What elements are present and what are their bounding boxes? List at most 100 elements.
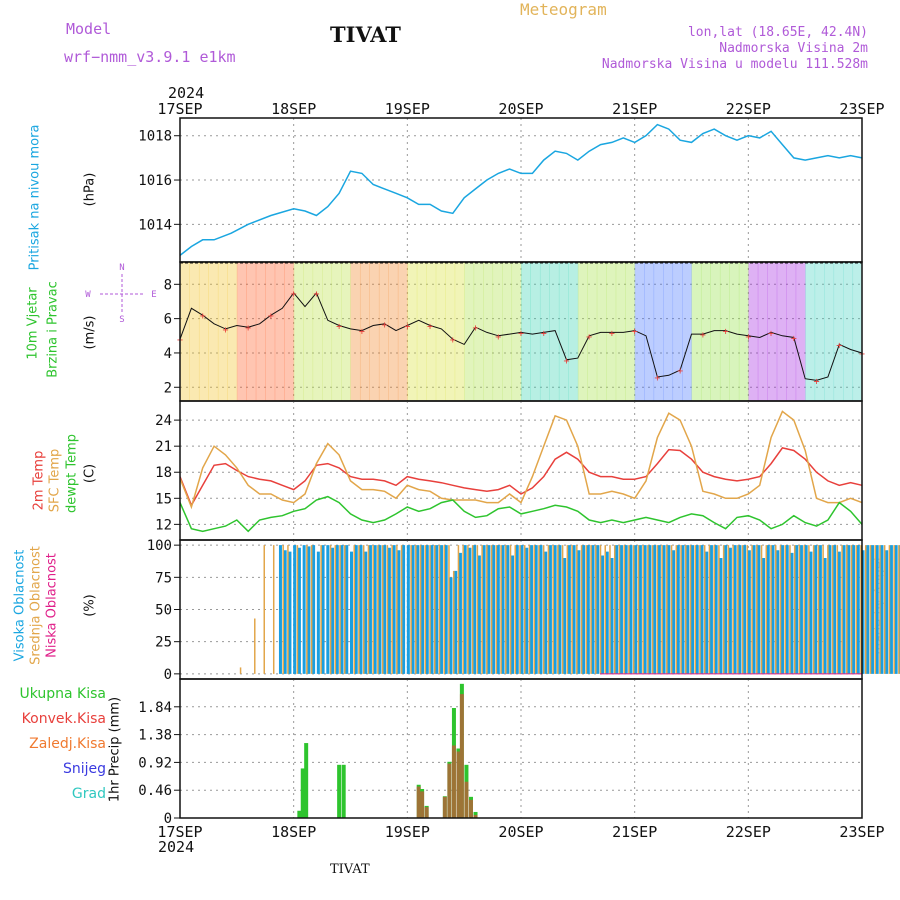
y-tick-label: 0 <box>164 667 172 683</box>
year-bottom: 2024 <box>158 838 195 856</box>
x-ticks-top: 17SEP 18SEP 19SEP 20SEP 21SEP 22SEP 23SEP <box>157 100 884 118</box>
wind-barb-band <box>359 262 370 401</box>
wind-barb-band <box>663 262 674 401</box>
wind-barb-band <box>568 262 579 401</box>
wind-barb-band <box>757 262 768 401</box>
wind-barb-band <box>738 262 749 401</box>
precip-convective-bar <box>473 814 478 818</box>
wind-speed-point: + <box>836 340 842 351</box>
x-tick-label-top: 17SEP <box>157 100 202 118</box>
wind-speed-point: + <box>632 327 638 338</box>
wind-speed-point: + <box>768 328 774 339</box>
wind-barb-band <box>700 262 711 401</box>
wind-barb-band <box>265 262 276 401</box>
wind-speed-point: + <box>541 328 547 339</box>
y-tick-label: 0.92 <box>138 755 172 771</box>
wind-speed-point: + <box>518 328 524 339</box>
precip-convective-bar <box>456 751 461 818</box>
compass-south: S <box>119 315 124 325</box>
wind-barb-band <box>644 262 655 401</box>
model-name: wrf−nmm_v3.9.1 e1km <box>64 48 236 66</box>
wind-speed-point: + <box>791 334 797 345</box>
wind-barb-band <box>198 262 209 401</box>
wind-barb-band <box>180 262 190 401</box>
wind-barb-band <box>483 262 494 401</box>
x-tick-label-top: 21SEP <box>612 100 657 118</box>
wind-barb-band <box>227 262 238 401</box>
wind-barb-band <box>236 262 247 401</box>
y-tick-label: 1.84 <box>138 700 172 716</box>
precip-convective-bar <box>468 799 473 818</box>
wind-speed-point: + <box>427 321 433 332</box>
wind-barb-band <box>303 262 314 401</box>
pressure-line <box>179 123 863 256</box>
x-tick-label-top: 23SEP <box>839 100 884 118</box>
wind-barb-band <box>615 262 626 401</box>
y-tick-label: 4 <box>164 346 172 362</box>
legend-snow: Snijeg <box>62 761 106 777</box>
model-elevation-label: Nadmorska Visina u modelu 111.528m <box>601 57 868 72</box>
wind-barb-band <box>350 262 361 401</box>
wind-barb-band <box>189 262 200 401</box>
wind-barb-band <box>473 262 484 401</box>
wind-barb-band <box>274 262 285 401</box>
wind-speed-point: + <box>473 323 479 334</box>
wind-speed-point: + <box>495 332 501 343</box>
precip-panel-frame <box>179 678 863 819</box>
y-tick-label: 1014 <box>138 217 172 233</box>
wind-speed-point: + <box>382 320 388 331</box>
wind-barb-band <box>388 262 399 401</box>
wind-barb-band <box>682 262 692 401</box>
wind-compass: N S W E <box>85 263 156 325</box>
wind-barb-band <box>435 262 446 401</box>
station-title: TIVAT <box>330 22 401 47</box>
precip-convective-bar <box>442 796 447 818</box>
wind-speed-point: + <box>745 332 751 343</box>
wind-speed-line <box>179 291 863 381</box>
precip-convective-bar <box>451 745 456 818</box>
precip-convective-bar <box>420 791 425 818</box>
temp-series-1-line <box>179 410 863 510</box>
y-tick-label: 0 <box>164 811 172 827</box>
y-tick-label: 24 <box>155 413 172 429</box>
temp-series-0-line <box>179 447 863 508</box>
wind-barb-band <box>454 262 465 401</box>
temp-series-2-line <box>179 495 863 533</box>
wind-barb-band <box>284 262 295 401</box>
wind-barb-band <box>530 262 541 401</box>
wind-barb-band <box>814 262 825 401</box>
year-top: 2024 <box>168 84 205 102</box>
y-tick-label: 100 <box>147 538 172 554</box>
wind-barb-band <box>416 262 427 401</box>
x-tick-label-bottom: 20SEP <box>498 823 543 841</box>
precip-convective-bar <box>464 781 469 818</box>
wind-barb-band <box>502 262 513 401</box>
wind-barb-band <box>776 262 787 401</box>
wind-barb-band <box>293 262 304 401</box>
wind-barb-band <box>397 262 408 401</box>
wind-barb-band <box>634 262 645 401</box>
wind-speed-point: + <box>404 321 410 332</box>
wind-barb-band <box>208 262 219 401</box>
y-tick-label: 1016 <box>138 173 172 189</box>
wind-speed-point: + <box>313 289 319 300</box>
wind-speed-point: + <box>450 335 456 346</box>
wind-barb-band <box>322 262 333 401</box>
legend-freezing-rain: Zaledj.Kisa <box>29 736 106 752</box>
y-tick-label: 15 <box>155 491 172 507</box>
wind-barb-band <box>341 262 351 401</box>
precip-convective-bar <box>447 763 452 818</box>
y-tick-label: 8 <box>164 277 172 293</box>
y-tick-label: 75 <box>155 570 172 586</box>
y-tick-label: 18 <box>155 465 172 481</box>
wind-speed-point: + <box>336 321 342 332</box>
wind-barb-band <box>407 262 418 401</box>
precip-convective-bar <box>416 786 421 818</box>
wind-speed-point: + <box>291 289 297 300</box>
y-tick-label: 50 <box>155 603 172 619</box>
temperature-panel-frame <box>179 400 863 541</box>
wind-barb-band <box>312 262 323 401</box>
y-tick-label: 1.38 <box>138 728 172 744</box>
y-tick-label: 0.46 <box>138 783 172 799</box>
